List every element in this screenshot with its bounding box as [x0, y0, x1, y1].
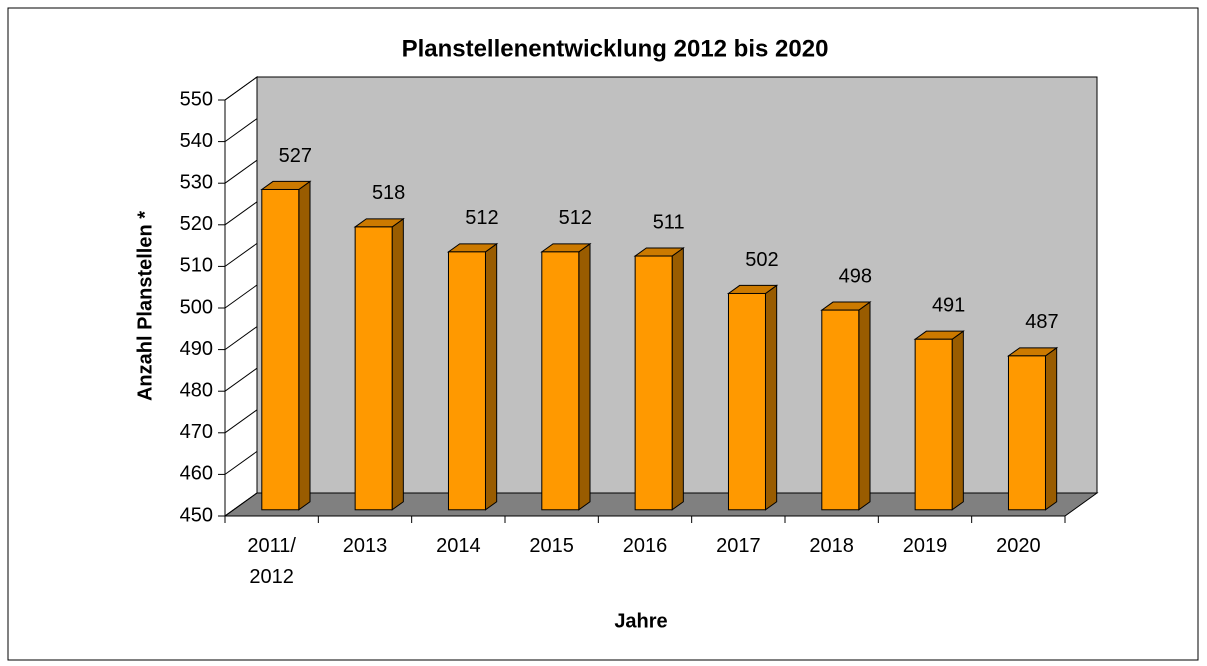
y-grid-side: [224, 201, 258, 226]
y-grid-side: [224, 118, 258, 143]
x-tick-label: 2019: [902, 535, 948, 557]
y-tick-label: 550: [180, 88, 213, 110]
data-label: 487: [1025, 311, 1058, 333]
bar-side: [764, 284, 778, 511]
y-tick-label: 510: [180, 255, 213, 277]
bar: [261, 188, 300, 511]
y-grid-side: [224, 326, 258, 351]
bar: [821, 309, 860, 511]
y-grid-side: [224, 284, 258, 309]
data-label: 512: [465, 207, 498, 229]
data-label: 498: [839, 265, 872, 287]
y-tick-label: 470: [180, 421, 213, 443]
bar: [914, 338, 953, 511]
bar-side: [1044, 346, 1058, 511]
y-tick-label: 460: [180, 463, 213, 485]
y-grid-side: [224, 242, 258, 267]
x-tick-label: 2018: [809, 535, 854, 557]
bar: [354, 226, 393, 511]
y-grid-side: [224, 367, 258, 392]
bar: [1007, 355, 1046, 511]
data-label: 511: [653, 211, 685, 233]
y-tick-label: 520: [180, 213, 213, 235]
bar: [727, 292, 766, 511]
x-tick-label: 2016: [622, 535, 668, 557]
bar: [447, 251, 486, 511]
y-tick-label: 530: [180, 171, 213, 193]
y-tick-label: 500: [180, 296, 213, 318]
x-tick-label: 2020: [996, 535, 1041, 557]
y-grid-side: [224, 76, 258, 101]
bar: [541, 251, 580, 511]
x-tick-label: 2011/ 2012: [247, 535, 296, 588]
bar-side: [858, 301, 871, 511]
chart-title: Planstellenentwicklung 2012 bis 2020: [402, 35, 829, 62]
x-tick-label: 2015: [529, 535, 574, 557]
y-grid-side: [224, 492, 258, 517]
x-tick-label: 2014: [436, 535, 481, 557]
data-label: 512: [559, 207, 592, 229]
y-grid-side: [224, 450, 258, 475]
bar-side: [671, 247, 684, 511]
bar-side: [298, 180, 311, 511]
data-label: 491: [932, 295, 965, 317]
y-grid-side: [224, 159, 258, 184]
y-tick-label: 540: [180, 130, 213, 152]
x-tick-label: 2013: [342, 535, 388, 557]
y-tick-label: 480: [180, 379, 213, 401]
data-label: 502: [745, 249, 778, 271]
y-tick-label: 450: [180, 504, 213, 526]
y-tick-label: 490: [180, 338, 213, 360]
data-label: 518: [372, 182, 405, 204]
bar-side: [578, 242, 591, 511]
bar-side: [484, 242, 498, 511]
y-grid-side: [224, 409, 258, 434]
bar-side: [391, 217, 404, 511]
x-tick-label: 2017: [716, 535, 761, 557]
y-axis-label: Anzahl Planstellen *: [134, 211, 156, 401]
bar: [634, 255, 673, 511]
x-axis-label: Jahre: [614, 610, 667, 632]
data-label: 527: [279, 145, 312, 167]
bar-side: [951, 330, 964, 511]
